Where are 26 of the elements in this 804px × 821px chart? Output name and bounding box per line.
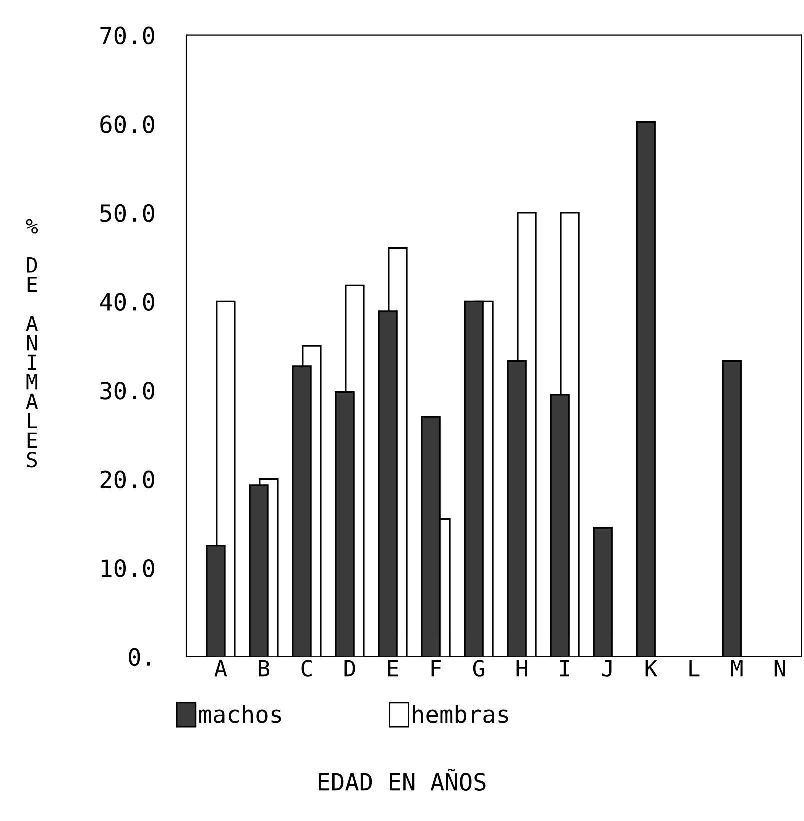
x-tick-label: C: [302, 660, 312, 677]
x-tick-label: I: [560, 660, 570, 677]
y-tick-label: 70.0: [100, 26, 154, 45]
y-tick-label: 40.0: [100, 293, 154, 312]
y-tick-label: 30.0: [100, 382, 154, 400]
x-tick-label: E: [388, 660, 398, 677]
text: % DE ANIMALES: [26, 219, 38, 468]
x-tick-label: N: [774, 660, 786, 677]
x-tick-label: M: [731, 660, 743, 677]
x-tick-label: F: [432, 660, 442, 677]
x-tick-label: L: [690, 660, 700, 677]
y-tick-label: 10.0: [102, 560, 154, 578]
legend-label: hembras: [413, 705, 508, 724]
x-tick-label: K: [646, 660, 658, 677]
y-tick-label: 50.0: [100, 204, 154, 222]
legend-label: machos: [200, 705, 282, 724]
x-tick-label: A: [214, 660, 228, 677]
x-tick-label: H: [516, 660, 528, 677]
x-tick-label: G: [473, 660, 484, 677]
x-tick-label: J: [602, 660, 612, 677]
x-tick-label: D: [344, 660, 356, 677]
x-tick-label: B: [259, 660, 270, 677]
y-tick-label: 0.: [129, 648, 150, 666]
y-tick-label: 20.0: [100, 470, 154, 489]
y-tick-label: 60.0: [100, 116, 154, 134]
x-axis-title: EDAD EN AÑOS: [318, 768, 486, 791]
